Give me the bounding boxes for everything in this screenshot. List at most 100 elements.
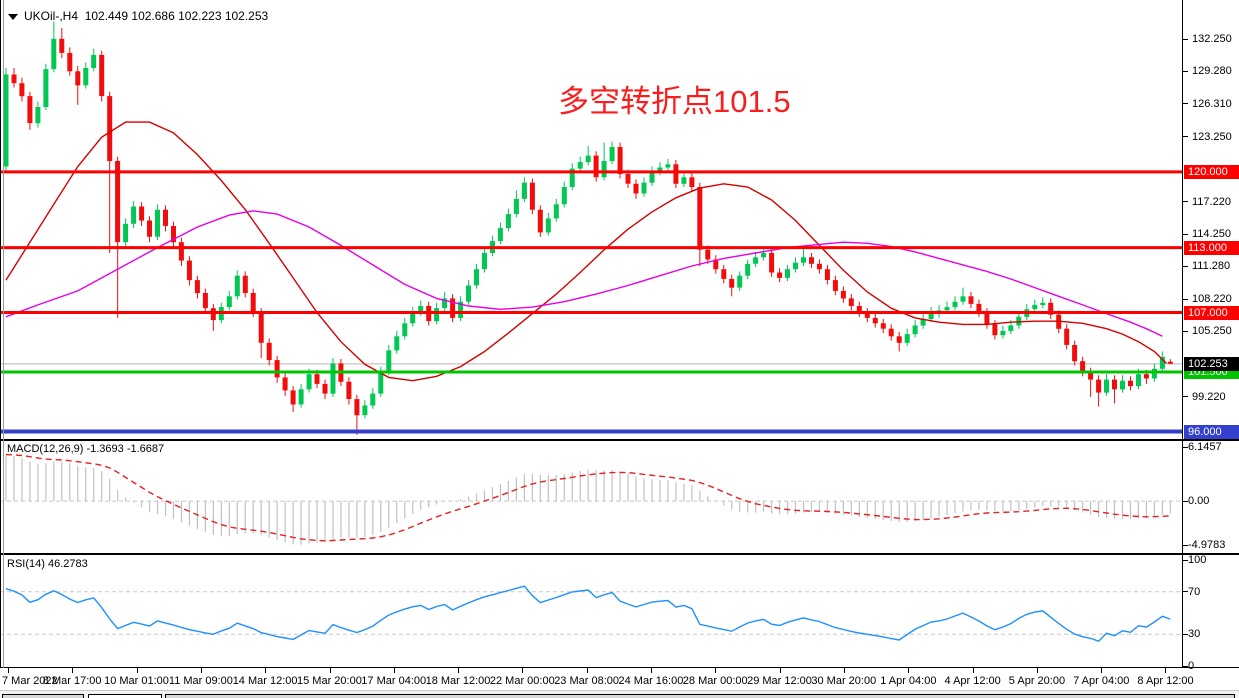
ohlc-values: 102.449 102.686 102.223 102.253 [84,9,269,23]
pane-separator-main-macd[interactable] [0,439,1239,441]
axis-tick-mark [1183,331,1188,332]
price-tick-label: 123.250 [1192,130,1232,143]
time-label: 22 Mar 00:00 [489,675,555,687]
axis-tick-mark [1183,634,1188,635]
chart-tab-strip[interactable] [165,694,1235,698]
time-label: 8 Apr 12:00 [1137,675,1194,687]
axis-tick-mark [1183,545,1188,546]
time-tick-mark [779,668,781,673]
axis-tick-mark [1183,396,1188,397]
time-tick-mark [329,668,331,673]
chart-tab-row [0,690,1239,698]
axis-tick-mark [1183,501,1188,502]
time-tick-mark [72,668,74,673]
time-label: 23 Mar 08:00 [554,675,620,687]
rsi-indicator-label: RSI(14) 46.2783 [7,558,88,570]
axis-tick-mark [1183,136,1188,137]
time-label: 10 Mar 01:00 [104,675,169,687]
time-label: 11 Mar 09:00 [168,675,233,687]
axis-tick-mark [1183,666,1188,667]
price-tick-label: 126.310 [1192,97,1232,110]
axis-tick-mark [1183,591,1188,592]
time-tick-mark [651,668,652,673]
time-label: 5 Apr 20:00 [1008,675,1066,687]
rsi-tick-label: 30 [1188,628,1201,641]
hline-price-badge[interactable]: 107.000 [1184,305,1239,320]
time-tick-mark [715,668,717,673]
time-label: 14 Mar 12:00 [232,675,298,687]
time-tick-mark [8,668,9,673]
chart-tab-2-active[interactable] [88,694,162,698]
time-label: 15 Mar 20:00 [297,675,362,687]
hline-price-badge[interactable]: 113.000 [1184,240,1239,255]
chart-plot-area[interactable] [0,0,1183,668]
price-tick-label: 105.250 [1192,325,1232,338]
time-tick-mark [458,668,460,673]
time-tick-mark [972,668,974,673]
macd-tick-label: 0.00 [1188,495,1210,508]
window-left-edge-inner [3,0,4,668]
axis-tick-mark [1183,201,1188,202]
horizontal-sr-lines[interactable] [0,170,1183,434]
current-price-badge: 102.253 [1184,356,1239,371]
time-tick-mark [136,668,138,673]
price-tick-label: 132.250 [1192,33,1232,46]
rsi-tick-label: 100 [1188,554,1207,566]
macd-tick-label: -4.9783 [1188,539,1226,551]
chart-tab-1[interactable] [2,694,84,698]
time-tick-mark [843,668,845,673]
time-tick-mark [265,668,267,673]
axis-tick-mark [1183,234,1188,235]
macd-indicator-label: MACD(12,26,9) -1.3693 -1.6687 [7,443,165,455]
time-axis-border [0,667,1239,668]
symbol-timeframe-label: UKOil-,H4 [24,9,79,23]
time-label: 1 Apr 04:00 [880,675,937,687]
time-label: 8 Mar 17:00 [42,675,102,687]
rsi-tick-label: 0 [1188,660,1195,672]
time-label: 30 Mar 20:00 [811,675,877,687]
time-label: 18 Mar 12:00 [425,675,491,687]
time-label: 7 Mar 2022 [2,675,58,687]
price-tick-label: 117.220 [1192,195,1231,208]
time-label: 17 Mar 04:00 [361,675,427,687]
axis-tick-mark [1183,39,1188,40]
time-tick-mark [586,668,588,673]
ma-fast-red-line [5,121,1167,382]
time-tick-mark [908,668,910,673]
axis-tick-mark [1183,71,1188,72]
time-axis: 7 Mar 2022 8 Mar 17:00 10 Mar 01:00 11 Mar … [0,668,1239,690]
hline-price-badge[interactable]: 120.000 [1184,164,1239,179]
axis-tick-mark [1183,299,1188,300]
chart-text-annotation: 多空转折点101.5 [558,84,791,119]
hline-price-badge[interactable]: 96.000 [1184,424,1239,439]
window-left-edge [0,0,1,668]
collapse-triangle-icon[interactable] [8,13,18,20]
time-label: 4 Apr 12:00 [944,675,1001,687]
time-label: 7 Apr 04:00 [1073,675,1130,687]
time-label: 24 Mar 16:00 [618,675,684,687]
axis-tick-mark [1183,560,1188,561]
rsi-tick-label: 70 [1188,585,1201,598]
time-tick-mark [1101,668,1103,673]
time-label: 28 Mar 00:00 [682,675,748,687]
rsi-line [5,585,1171,643]
axis-tick-mark [1183,447,1188,448]
time-tick-mark [1036,668,1038,673]
macd-tick-label: 6.1457 [1188,441,1222,453]
axis-tick-mark [1183,266,1188,267]
pane-separator-macd-rsi[interactable] [0,553,1239,555]
price-tick-label: 108.220 [1192,293,1232,306]
ma-slow-magenta-line [5,210,1163,337]
price-tick-label: 99.220 [1192,390,1226,403]
macd-signal-line [5,453,1171,542]
chart-title-bar: UKOil-,H4 102.449 102.686 102.223 102.25… [8,9,268,23]
macd-histogram [5,455,1171,545]
time-label: 29 Mar 12:00 [747,675,812,687]
axis-tick-mark [1183,103,1188,104]
price-tick-label: 114.250 [1192,228,1231,241]
price-tick-label: 111.280 [1192,260,1231,273]
time-tick-mark [200,668,202,673]
time-tick-mark [393,668,395,673]
price-tick-label: 129.280 [1192,65,1232,78]
